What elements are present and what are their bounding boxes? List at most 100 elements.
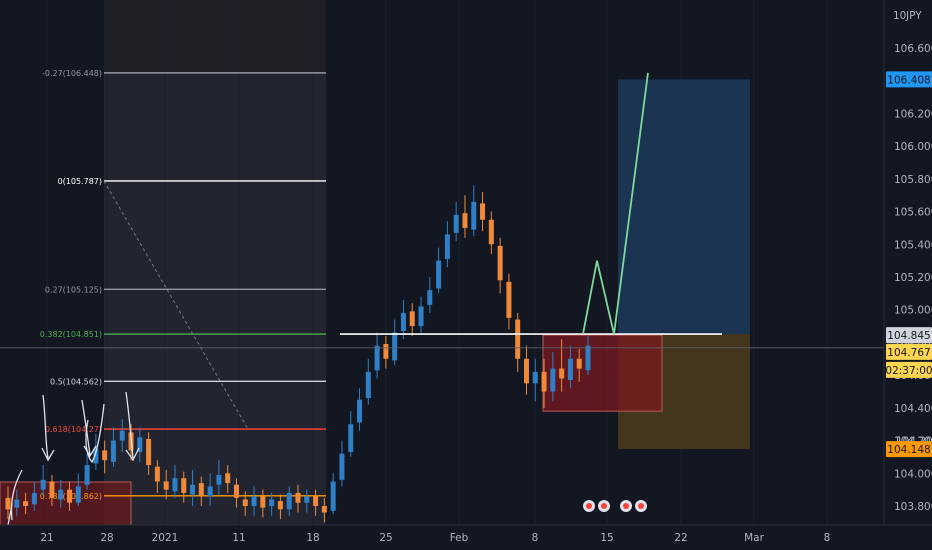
candle-body[interactable] [31,492,37,505]
price-tick-label: 104.000 [894,468,932,480]
candle-body[interactable] [348,424,354,453]
price-tick-label: 105.400 [894,239,932,251]
candle-body[interactable] [190,484,196,495]
candle-body[interactable] [392,332,398,361]
candle-body[interactable] [269,499,275,506]
candle-body[interactable] [471,201,477,230]
candle-body[interactable] [5,497,11,510]
candle-body[interactable] [418,306,424,327]
candle-body[interactable] [304,496,310,503]
price-tick-label: 105.200 [894,272,932,284]
candle-body[interactable] [67,489,73,503]
event-icon-dot [638,503,644,509]
candle-body[interactable] [225,473,231,484]
candle-body[interactable] [357,399,363,423]
candle-body[interactable] [436,260,442,289]
candle-body[interactable] [207,486,213,497]
price-tick-label: 105.000 [894,305,932,317]
candle-body[interactable] [567,358,573,381]
time-tick-label: 22 [674,532,687,544]
candle-body[interactable] [453,214,459,233]
candle-body[interactable] [550,368,556,392]
target-zone[interactable] [618,79,750,335]
candle-body[interactable] [374,345,380,371]
hand-drawn-arrow [125,391,140,462]
candle-body[interactable] [242,499,248,506]
candle-body[interactable] [260,496,266,508]
candle-body[interactable] [137,437,143,453]
event-icon-dot [601,503,607,509]
candle-body[interactable] [119,430,125,441]
candle-body[interactable] [216,474,222,485]
candle-body[interactable] [58,489,64,500]
candle-body[interactable] [102,450,108,461]
supply-zone-left[interactable] [0,481,132,526]
time-tick-label: Mar [744,532,764,544]
candle-body[interactable] [286,492,292,510]
stop-price-badge [886,441,932,458]
candle-body[interactable] [14,499,20,508]
level-price-badge-text: 104.845 [887,330,930,342]
candle-body[interactable] [163,481,169,490]
target-price-badge-text: 106.408 [887,74,930,86]
candle-body[interactable] [154,466,160,482]
candle-body[interactable] [40,479,46,490]
candle-body[interactable] [313,496,319,506]
level-price-badge [886,327,932,344]
candle-body[interactable] [400,312,406,331]
candle-body[interactable] [330,481,336,511]
candle-body[interactable] [541,371,547,392]
stop-price-badge-text: 104.148 [887,444,930,456]
fib-level-label: 0(105.787) [58,177,102,186]
price-tick-label: 104.400 [894,403,932,415]
candle-body[interactable] [295,492,301,503]
candle-body[interactable] [49,481,55,498]
price-axis[interactable] [884,0,932,525]
fib-region-top [104,0,326,73]
projection-path[interactable] [582,72,649,335]
candle-body[interactable] [523,358,529,384]
candle-body[interactable] [198,483,204,497]
candle-body[interactable] [462,213,468,228]
candle-body[interactable] [515,319,521,359]
candle-body[interactable] [497,245,503,281]
time-tick-label: 21 [40,532,53,544]
candle-body[interactable] [84,465,90,485]
candle-body[interactable] [427,290,433,305]
price-tick-label: 106.000 [894,141,932,153]
time-axis[interactable] [0,525,884,550]
candle-body[interactable] [23,501,29,506]
candle-body[interactable] [480,203,486,220]
candle-body[interactable] [110,440,116,462]
candle-body[interactable] [321,506,327,513]
candle-body[interactable] [251,496,257,506]
candle-body[interactable] [172,478,178,492]
candle-body[interactable] [488,219,494,245]
candle-body[interactable] [444,234,450,260]
candle-body[interactable] [506,281,512,318]
candle-body[interactable] [365,371,371,399]
hand-drawn-arrow [85,403,105,464]
hand-drawn-arrow [41,394,55,462]
candle-body[interactable] [233,484,239,498]
candle-body[interactable] [585,345,591,371]
candle-body[interactable] [339,453,345,480]
last-price-badge-text: 104.767 [887,347,930,359]
candle-body[interactable] [532,371,538,384]
candle-body[interactable] [75,486,81,503]
target-price-badge [886,71,932,88]
event-icon-dot [623,503,629,509]
candle-body[interactable] [559,368,565,379]
candle-body[interactable] [383,344,389,359]
time-tick-label: 8 [824,532,831,544]
candle-body[interactable] [576,358,582,369]
fib-region [104,73,326,525]
price-tick-label: 106.600 [894,43,932,55]
candle-body[interactable] [146,438,152,466]
time-tick-label: 15 [600,532,613,544]
candle-body[interactable] [409,311,415,327]
candle-body[interactable] [181,478,187,493]
candle-body[interactable] [93,448,99,464]
candle-body[interactable] [277,501,283,510]
